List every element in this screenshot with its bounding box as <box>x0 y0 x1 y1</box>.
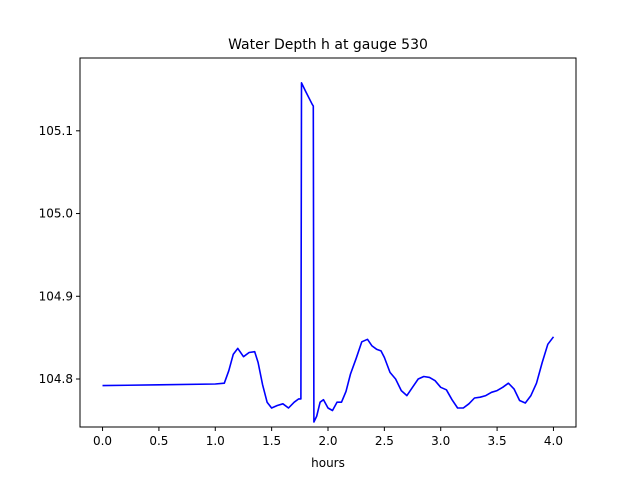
water-depth-line <box>102 82 555 423</box>
x-tick-label: 3.5 <box>488 434 507 448</box>
x-tick-label: 3.0 <box>431 434 450 448</box>
y-tick-label: 105.1 <box>39 124 73 138</box>
y-tick-label: 104.8 <box>39 372 73 386</box>
x-tick-label: 2.0 <box>318 434 337 448</box>
y-axis-ticks: 104.8 104.9 105.0 105.1 <box>39 124 80 386</box>
x-axis-ticks: 0.0 0.5 1.0 1.5 2.0 2.5 3.0 3.5 4.0 <box>93 427 563 448</box>
plot-area <box>102 82 555 423</box>
y-tick-label: 105.0 <box>39 207 73 221</box>
x-tick-label: 4.0 <box>544 434 563 448</box>
y-tick-label: 104.9 <box>39 289 73 303</box>
x-tick-label: 1.0 <box>206 434 225 448</box>
x-tick-label: 0.5 <box>149 434 168 448</box>
x-tick-label: 1.5 <box>262 434 281 448</box>
x-tick-label: 2.5 <box>375 434 394 448</box>
axes-frame <box>79 57 577 428</box>
chart-title: Water Depth h at gauge 530 <box>228 37 428 53</box>
x-axis-label: hours <box>311 456 345 470</box>
x-tick-label: 0.0 <box>93 434 112 448</box>
